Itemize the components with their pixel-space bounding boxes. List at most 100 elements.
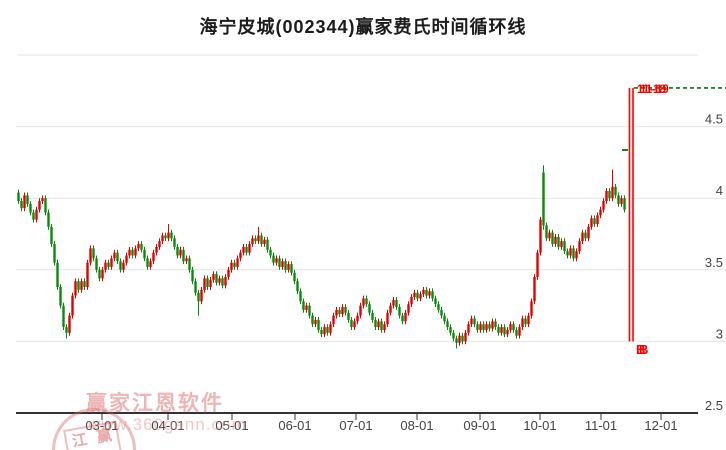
candle-body — [299, 291, 302, 302]
cycle-b-marker: B — [636, 342, 645, 357]
candle-body — [194, 281, 197, 293]
candle-body — [59, 286, 62, 306]
candle-body — [80, 281, 83, 290]
candle-body — [437, 304, 440, 310]
candle-body — [266, 239, 269, 250]
x-axis-label: 11-01 — [585, 418, 617, 433]
candle-body — [245, 246, 248, 253]
candle-body — [50, 226, 53, 245]
candle-body — [455, 338, 458, 343]
candle-body — [251, 238, 254, 245]
candle-body — [359, 305, 362, 316]
candle-body — [530, 301, 533, 316]
candle-body — [563, 241, 566, 252]
candle-body — [68, 315, 71, 333]
x-axis-label: 07-01 — [339, 418, 372, 433]
candle-body — [452, 332, 455, 339]
y-axis-label: 4 — [716, 183, 723, 198]
candle-body — [113, 252, 116, 259]
candle-body — [257, 235, 260, 242]
candle-body — [17, 192, 20, 202]
candle-body — [290, 264, 293, 273]
candle-body — [449, 327, 452, 333]
candle-body — [497, 327, 500, 333]
y-axis-label: 4.5 — [705, 112, 723, 127]
candle-body — [125, 255, 128, 263]
candle-body — [137, 244, 140, 249]
candle-body — [107, 262, 110, 267]
candle-body — [311, 315, 314, 325]
candle-body — [371, 312, 374, 320]
candle-body — [557, 236, 560, 247]
candle-body — [602, 201, 605, 210]
candle-body — [512, 324, 515, 330]
candle-body — [425, 289, 428, 296]
candle-body — [56, 262, 59, 287]
candle-body — [368, 304, 371, 313]
candle-body — [197, 292, 200, 302]
stray-dash — [622, 149, 628, 151]
candle-body — [461, 335, 464, 342]
candle-body — [509, 324, 512, 330]
candle-body — [551, 232, 554, 245]
candle-body — [74, 281, 77, 296]
candle-body — [212, 274, 215, 280]
candle-body — [572, 248, 575, 259]
candle-body — [236, 258, 239, 267]
y-axis-label: 3 — [716, 326, 723, 341]
candle-body — [38, 201, 41, 210]
candle-body — [554, 236, 557, 245]
candle-body — [341, 307, 344, 315]
candle-body — [284, 261, 287, 270]
candle-body — [431, 291, 434, 299]
candle-body — [134, 248, 137, 256]
candle-body — [200, 289, 203, 302]
candle-body — [152, 252, 155, 262]
candle-body — [374, 319, 377, 328]
candle-body — [350, 319, 353, 328]
candle-body — [44, 198, 47, 213]
cycle-b-marker: B — [639, 342, 648, 357]
candle-body — [335, 309, 338, 316]
candle-body — [302, 301, 305, 310]
candle-body — [503, 327, 506, 335]
candle-body — [488, 324, 491, 329]
candle-body — [407, 304, 410, 313]
x-axis-label: 04-01 — [151, 418, 184, 433]
candle-body — [545, 225, 548, 239]
candle-body — [179, 249, 182, 256]
candle-body — [167, 232, 170, 239]
candle-body — [353, 321, 356, 328]
x-axis-label: 10-01 — [523, 418, 556, 433]
candle-body — [230, 262, 233, 270]
candle-body — [62, 305, 65, 328]
candle-body — [605, 191, 608, 202]
candle-body — [314, 319, 317, 325]
cycle-date-label: 11-18 — [637, 84, 666, 96]
candle-body — [494, 321, 497, 328]
candle-body — [413, 292, 416, 298]
candle-body — [149, 261, 152, 267]
candle-body — [320, 329, 323, 335]
candle-body — [215, 274, 218, 283]
candle-body — [392, 299, 395, 306]
candle-body — [209, 279, 212, 287]
candle-body — [140, 244, 143, 250]
candle-body — [227, 269, 230, 277]
candle-body — [272, 255, 275, 263]
candle-body — [380, 321, 383, 330]
candle-body — [317, 319, 320, 330]
candle-body — [521, 318, 524, 328]
candle-body — [326, 327, 329, 333]
candle-body — [119, 261, 122, 270]
candle-body — [485, 324, 488, 330]
candle-body — [254, 238, 257, 242]
candle-body — [470, 318, 473, 325]
candle-body — [542, 172, 545, 226]
x-axis-label: 08-01 — [400, 418, 433, 433]
candle-body — [614, 186, 617, 196]
candle-body — [260, 235, 263, 245]
candle-body — [356, 315, 359, 322]
candle-body — [539, 219, 542, 253]
